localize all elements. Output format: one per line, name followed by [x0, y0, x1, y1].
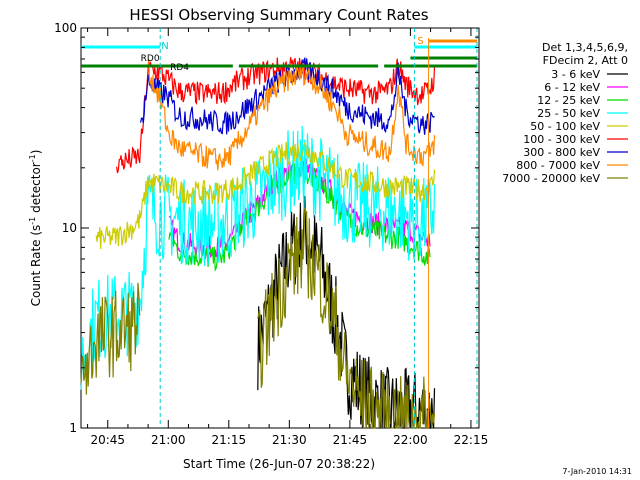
y-axis-label-sup2: -1 — [28, 154, 37, 162]
legend: Det 1,3,4,5,6,9, FDecim 2, Att 0 3 - 6 k… — [502, 41, 628, 185]
series-line-8 — [148, 58, 436, 171]
y-tick-label: 100 — [54, 21, 77, 35]
saa-label-south: S — [417, 36, 423, 47]
rd-label-1: RD0 — [141, 54, 160, 64]
chart-title: HESSI Observing Summary Count Rates — [129, 6, 428, 24]
legend-header-line-2: FDecim 2, Att 0 — [543, 54, 628, 67]
series-line-5 — [95, 141, 436, 250]
y-tick-label: 10 — [62, 221, 77, 235]
legend-header-line-1: Det 1,3,4,5,6,9, — [542, 41, 628, 54]
legend-label-7: 300 - 800 keV — [523, 146, 600, 159]
x-tick-label: 21:30 — [272, 433, 307, 447]
x-tick-label: 21:15 — [212, 433, 247, 447]
y-axis-label-mid: detector — [29, 162, 43, 217]
x-axis-label: Start Time (26-Jun-07 20:38:22) — [183, 457, 375, 471]
legend-label-1: 3 - 6 keV — [551, 68, 600, 81]
y-axis-label-main: Count Rate (s — [29, 225, 43, 307]
x-tick-label: 21:00 — [151, 433, 186, 447]
series-line-6 — [116, 57, 436, 174]
legend-label-3: 12 - 25 keV — [537, 94, 600, 107]
legend-label-6: 100 - 300 keV — [523, 133, 600, 146]
axis-layer: 20:45 21:00 21:15 21:30 21:45 22:00 22:15 1 10 10… — [54, 21, 488, 447]
saa-label-north: N — [161, 41, 168, 52]
legend-label-5: 50 - 100 keV — [530, 120, 600, 133]
y-tick-label: 1 — [69, 421, 77, 435]
y-axis-label-sup1: -1 — [28, 217, 37, 225]
legend-label-2: 6 - 12 keV — [544, 81, 600, 94]
x-tick-label: 21:45 — [333, 433, 368, 447]
x-tick-label: 22:00 — [393, 433, 428, 447]
timestamp: 7-Jan-2010 14:31 — [562, 467, 632, 476]
x-tick-label: 20:45 — [90, 433, 125, 447]
legend-label-8: 800 - 7000 keV — [516, 159, 600, 172]
rd-label-2: RD4 — [170, 63, 189, 73]
legend-label-9: 7000 - 20000 keV — [502, 172, 600, 185]
series-layer — [80, 56, 436, 429]
legend-label-4: 25 - 50 keV — [537, 107, 600, 120]
series-line-9 — [80, 207, 436, 429]
y-axis-label: Count Rate (s-1 detector-1) — [28, 150, 43, 307]
y-axis-label-end: ) — [29, 150, 43, 155]
plot-frame — [80, 27, 480, 429]
x-tick-label: 22:15 — [454, 433, 489, 447]
